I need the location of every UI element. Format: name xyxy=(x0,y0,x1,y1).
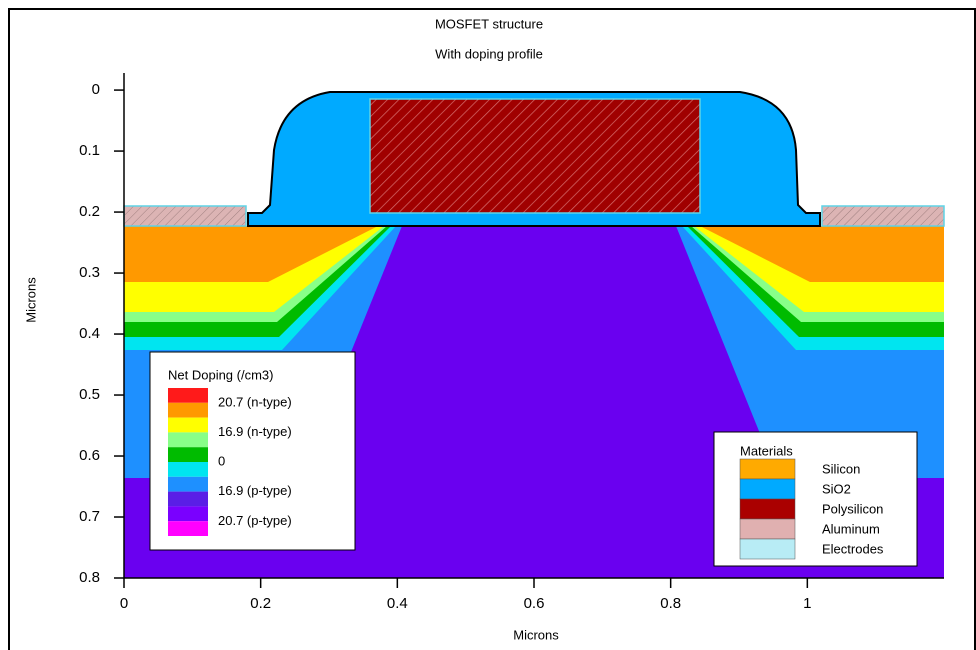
x-tick-label: 0.4 xyxy=(387,595,408,612)
material-label: Silicon xyxy=(822,461,860,476)
material-label: Aluminum xyxy=(822,521,880,536)
doping-swatch xyxy=(168,477,208,492)
page: MOSFET structure With doping profile Mic… xyxy=(0,0,976,650)
material-swatch xyxy=(740,479,795,499)
doping-swatch xyxy=(168,492,208,507)
doping-swatch xyxy=(168,403,208,418)
doping-swatch xyxy=(168,521,208,536)
doping-legend-label: 0 xyxy=(218,454,225,469)
doping-legend-label: 16.9 (n-type) xyxy=(218,424,292,439)
material-swatch xyxy=(740,519,795,539)
x-tick-label: 0.8 xyxy=(660,595,681,612)
doping-legend-label: 16.9 (p-type) xyxy=(218,483,292,498)
material-label: Electrodes xyxy=(822,541,884,556)
material-swatch xyxy=(740,539,795,559)
doping-swatch xyxy=(168,506,208,521)
doping-legend-title: Net Doping (/cm3) xyxy=(168,367,273,382)
aluminum-contact xyxy=(124,206,246,226)
x-tick-label: 0 xyxy=(120,595,128,612)
doping-swatch xyxy=(168,462,208,477)
chart-title: MOSFET structure xyxy=(435,16,543,31)
doping-swatch xyxy=(168,418,208,433)
y-tick-label: 0.6 xyxy=(79,447,100,464)
x-tick-label: 0.2 xyxy=(250,595,271,612)
y-tick-label: 0.1 xyxy=(79,142,100,159)
material-label: Polysilicon xyxy=(822,501,883,516)
y-tick-label: 0.3 xyxy=(79,264,100,281)
material-label: SiO2 xyxy=(822,481,851,496)
y-axis-label: Microns xyxy=(23,277,38,323)
x-tick-label: 1 xyxy=(803,595,811,612)
doping-swatch xyxy=(168,447,208,462)
chart: MOSFET structure With doping profile Mic… xyxy=(0,0,976,650)
chart-subtitle: With doping profile xyxy=(435,46,543,61)
doping-swatch xyxy=(168,388,208,403)
doping-swatch xyxy=(168,432,208,447)
polysilicon-gate xyxy=(370,99,700,213)
doping-legend-label: 20.7 (n-type) xyxy=(218,394,292,409)
x-axis-label: Microns xyxy=(513,627,559,642)
material-swatch xyxy=(740,499,795,519)
aluminum-contact xyxy=(822,206,944,226)
y-tick-label: 0.4 xyxy=(79,325,100,342)
doping-legend-label: 20.7 (p-type) xyxy=(218,513,292,528)
y-tick-label: 0.7 xyxy=(79,508,100,525)
y-tick-label: 0.8 xyxy=(79,569,100,586)
y-tick-label: 0.2 xyxy=(79,203,100,220)
x-tick-label: 0.6 xyxy=(524,595,545,612)
materials-legend-title: Materials xyxy=(740,443,793,458)
y-tick-label: 0.5 xyxy=(79,386,100,403)
material-swatch xyxy=(740,459,795,479)
y-tick-label: 0 xyxy=(92,81,100,98)
